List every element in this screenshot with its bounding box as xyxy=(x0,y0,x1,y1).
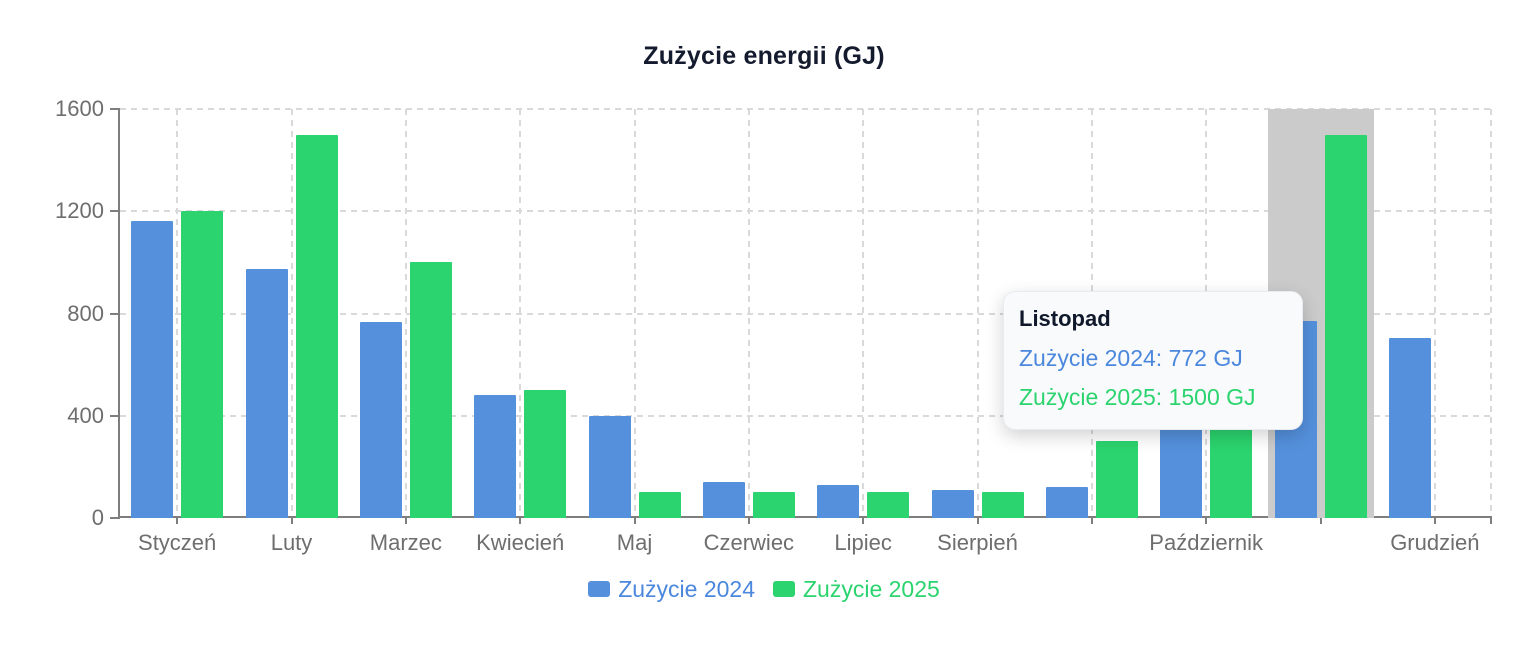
bar-2024-luty[interactable] xyxy=(245,268,288,518)
y-axis-label-1200: 1200 xyxy=(55,198,104,224)
bar-2025-luty[interactable] xyxy=(295,134,338,518)
bar-2025-marzec[interactable] xyxy=(409,262,452,518)
bar-2024-lipiec[interactable] xyxy=(817,484,860,518)
bar-2024-maj[interactable] xyxy=(588,415,631,518)
tooltip-rows: Zużycie 2024: 772 GJ Zużycie 2025: 1500 G… xyxy=(1019,339,1287,417)
x-axis-label-7: Sierpień xyxy=(937,530,1018,555)
y-axis-label-400: 400 xyxy=(67,402,104,428)
bar-2025-wrzesień[interactable] xyxy=(1095,441,1138,518)
tooltip-row-1: Zużycie 2025: 1500 GJ xyxy=(1019,384,1256,410)
x-axis-tick-7 xyxy=(976,516,979,524)
bar-2025-lipiec[interactable] xyxy=(867,492,910,518)
x-axis-tick-4 xyxy=(633,516,636,524)
gridline-v-right-edge xyxy=(1490,109,1492,516)
bar-2025-październik[interactable] xyxy=(1210,425,1253,518)
x-axis-label-1: Luty xyxy=(270,530,313,555)
legend-label-2024: Zużycie 2024 xyxy=(618,575,755,602)
gridline-v-7 xyxy=(976,109,979,516)
bar-2025-kwiecień[interactable] xyxy=(524,390,567,518)
bar-2024-kwiecień[interactable] xyxy=(474,395,517,518)
y-axis-tick-1200 xyxy=(110,210,120,213)
chart-title: Zużycie energii (GJ) xyxy=(643,42,885,70)
bar-2024-czerwiec[interactable] xyxy=(702,482,745,518)
legend-swatch-icon-2025 xyxy=(773,581,795,597)
x-axis-label-11: Grudzień xyxy=(1390,530,1480,555)
y-axis-label-0: 0 xyxy=(91,505,104,530)
x-axis-tick-11 xyxy=(1433,516,1436,524)
legend-swatch-icon-2024 xyxy=(588,581,611,597)
bar-2025-styczeń[interactable] xyxy=(181,211,224,518)
x-axis-tick-0 xyxy=(176,516,179,524)
y-axis-tick-800 xyxy=(110,312,120,315)
tooltip: Listopad Zużycie 2024: 772 GJ Zużycie 202… xyxy=(1003,291,1303,430)
x-axis-label-4: Maj xyxy=(616,530,653,555)
gridline-v-4 xyxy=(633,109,636,516)
x-axis-label-5: Czerwiec xyxy=(703,530,795,555)
bar-2024-październik[interactable] xyxy=(1160,425,1203,518)
bar-2024-marzec[interactable] xyxy=(359,322,402,518)
bar-2025-listopad[interactable] xyxy=(1324,134,1367,518)
tooltip-row-0: Zużycie 2024: 772 GJ xyxy=(1019,345,1243,371)
gridline-v-11 xyxy=(1433,109,1436,516)
gridline-v-0 xyxy=(176,109,179,516)
x-axis-tick-3 xyxy=(519,516,522,524)
legend-item-2024[interactable]: Zużycie 2024 xyxy=(588,576,755,603)
gridline-h-1200 xyxy=(120,210,1490,213)
x-axis-tick-6 xyxy=(862,516,865,524)
gridline-v-3 xyxy=(519,109,522,516)
x-axis-label-3: Kwiecień xyxy=(476,530,565,555)
bar-2025-czerwiec[interactable] xyxy=(752,492,795,518)
bar-2024-wrzesień[interactable] xyxy=(1045,487,1088,518)
y-axis-tick-0 xyxy=(110,517,120,519)
gridline-h-800 xyxy=(120,312,1490,315)
gridline-v-1 xyxy=(290,109,293,516)
tooltip-title: Listopad xyxy=(1019,306,1111,331)
gridline-v-5 xyxy=(747,109,750,516)
bar-2024-grudzień[interactable] xyxy=(1388,337,1431,518)
gridline-v-6 xyxy=(862,109,865,516)
x-axis-label-0: Styczeń xyxy=(138,530,217,555)
x-axis-label-2: Marzec xyxy=(369,530,442,555)
y-axis-tick-400 xyxy=(110,414,120,417)
y-axis-tick-1600 xyxy=(110,108,120,110)
x-axis-tick-8 xyxy=(1090,516,1093,524)
x-axis-label-6: Lipiec xyxy=(834,530,892,555)
x-axis-tick-1 xyxy=(290,516,293,524)
gridline-v-2 xyxy=(404,109,407,516)
bar-2025-sierpień[interactable] xyxy=(981,492,1024,518)
gridline-h-1600 xyxy=(120,108,1490,110)
x-axis-label-9: Październik xyxy=(1149,530,1264,555)
bar-2024-styczeń[interactable] xyxy=(131,221,174,518)
gridline-h-400 xyxy=(120,414,1490,417)
bar-2025-maj[interactable] xyxy=(638,492,681,518)
legend: Zużycie 2024 Zużycie 2025 xyxy=(0,572,1528,606)
x-axis-tick-9 xyxy=(1205,516,1208,524)
x-axis-tick-10 xyxy=(1319,516,1322,524)
x-axis-tick-right-edge xyxy=(1490,516,1492,524)
y-axis-label-1600: 1600 xyxy=(55,96,104,121)
bar-2024-sierpień[interactable] xyxy=(931,489,974,518)
x-axis-tick-5 xyxy=(747,516,750,524)
x-axis-tick-2 xyxy=(404,516,407,524)
legend-item-2025[interactable]: Zużycie 2025 xyxy=(773,576,940,603)
y-axis-label-800: 800 xyxy=(67,300,104,326)
legend-label-2025: Zużycie 2025 xyxy=(803,575,940,602)
